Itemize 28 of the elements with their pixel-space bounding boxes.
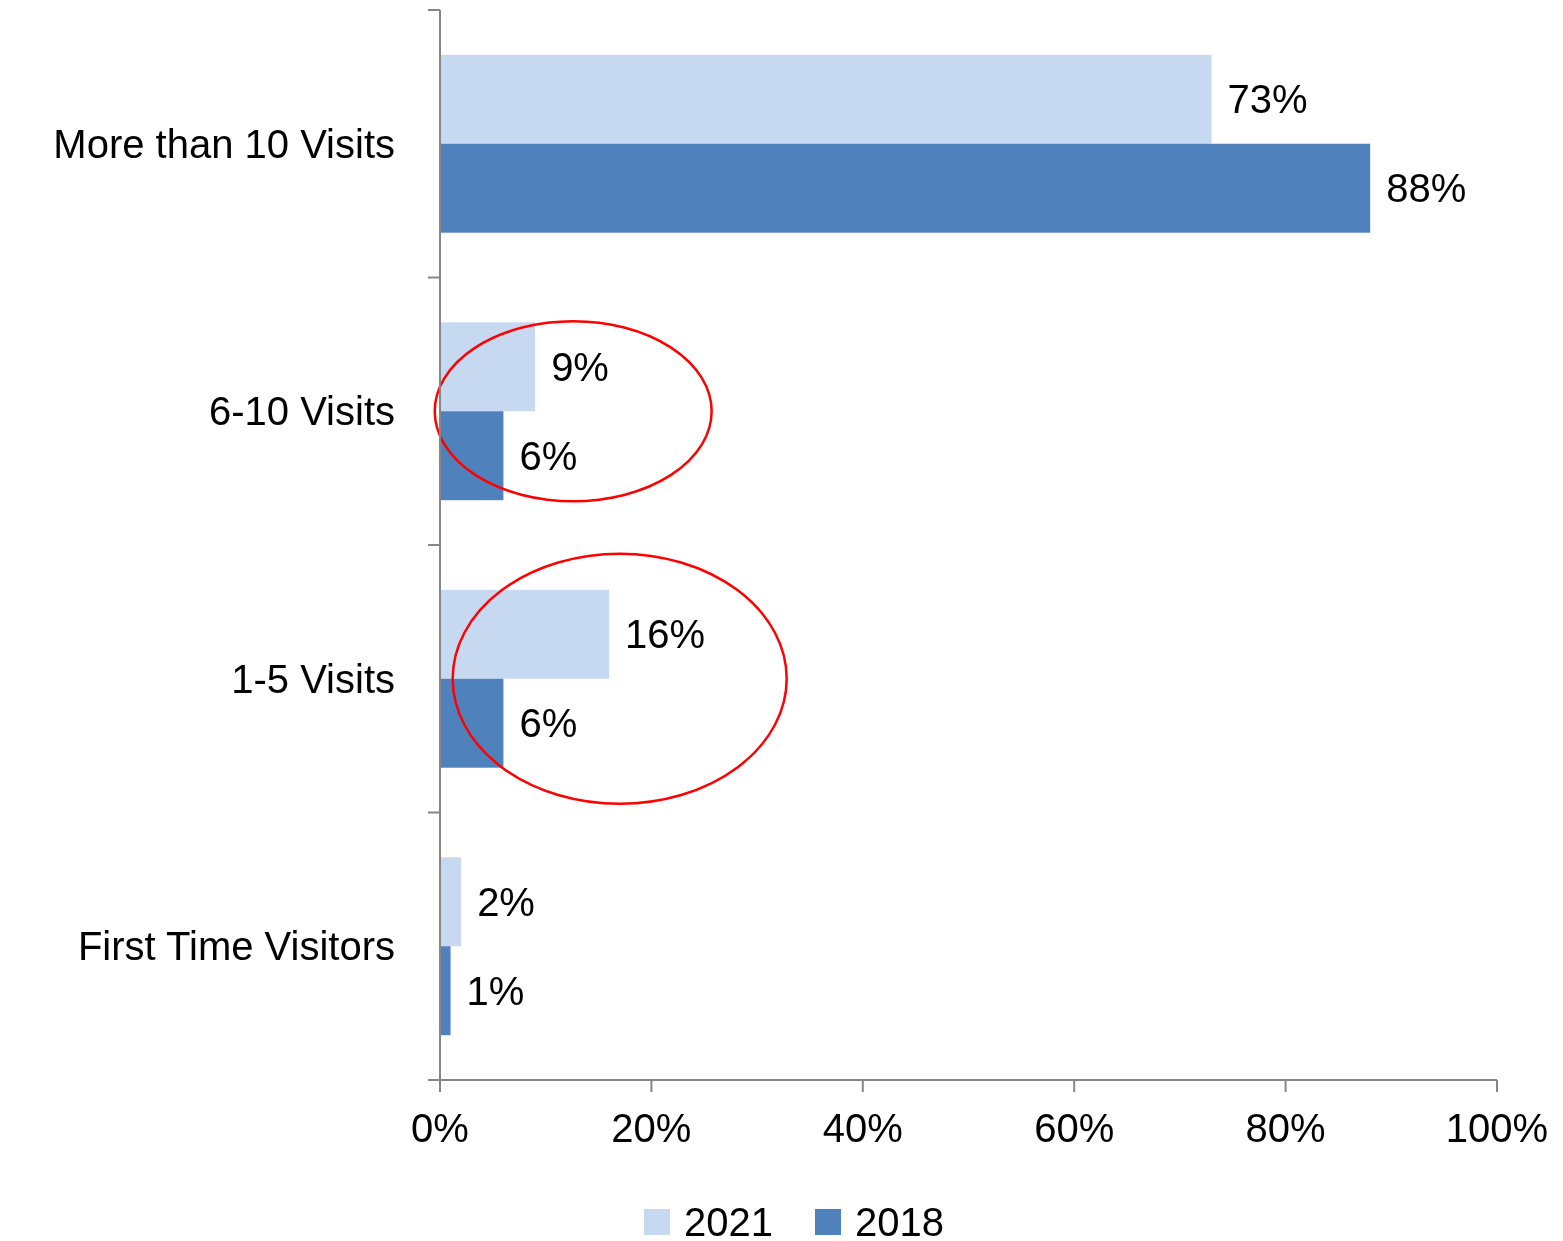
- y-tick-label: More than 10 Visits: [53, 121, 395, 166]
- data-label: 88%: [1386, 166, 1467, 211]
- data-label: 1%: [466, 968, 525, 1013]
- x-tick-label: 100%: [1445, 1106, 1549, 1150]
- bar: [440, 678, 504, 768]
- legend-label: 2018: [855, 1200, 944, 1241]
- y-tick-label: 1-5 Visits: [231, 656, 395, 701]
- data-label: 6%: [519, 433, 578, 478]
- x-tick-label: 60%: [1034, 1106, 1115, 1150]
- data-label: 16%: [625, 612, 706, 657]
- x-tick-label: 40%: [822, 1106, 903, 1150]
- legend-label: 2021: [684, 1200, 773, 1241]
- data-label: 6%: [519, 701, 578, 746]
- y-tick-label: 6-10 Visits: [208, 389, 395, 434]
- data-label: 73%: [1227, 77, 1308, 122]
- bar: [440, 946, 451, 1036]
- bar: [440, 411, 504, 501]
- y-tick-label: First Time Visitors: [77, 924, 395, 969]
- bar: [440, 589, 610, 679]
- x-tick-label: 0%: [411, 1106, 469, 1150]
- data-label: 9%: [551, 344, 609, 389]
- x-tick-label: 20%: [611, 1106, 692, 1150]
- bar: [440, 54, 1212, 144]
- data-label: 2%: [477, 879, 535, 924]
- bar: [440, 322, 536, 412]
- bar: [440, 143, 1371, 233]
- x-tick-label: 80%: [1245, 1106, 1326, 1150]
- bar: [440, 857, 462, 947]
